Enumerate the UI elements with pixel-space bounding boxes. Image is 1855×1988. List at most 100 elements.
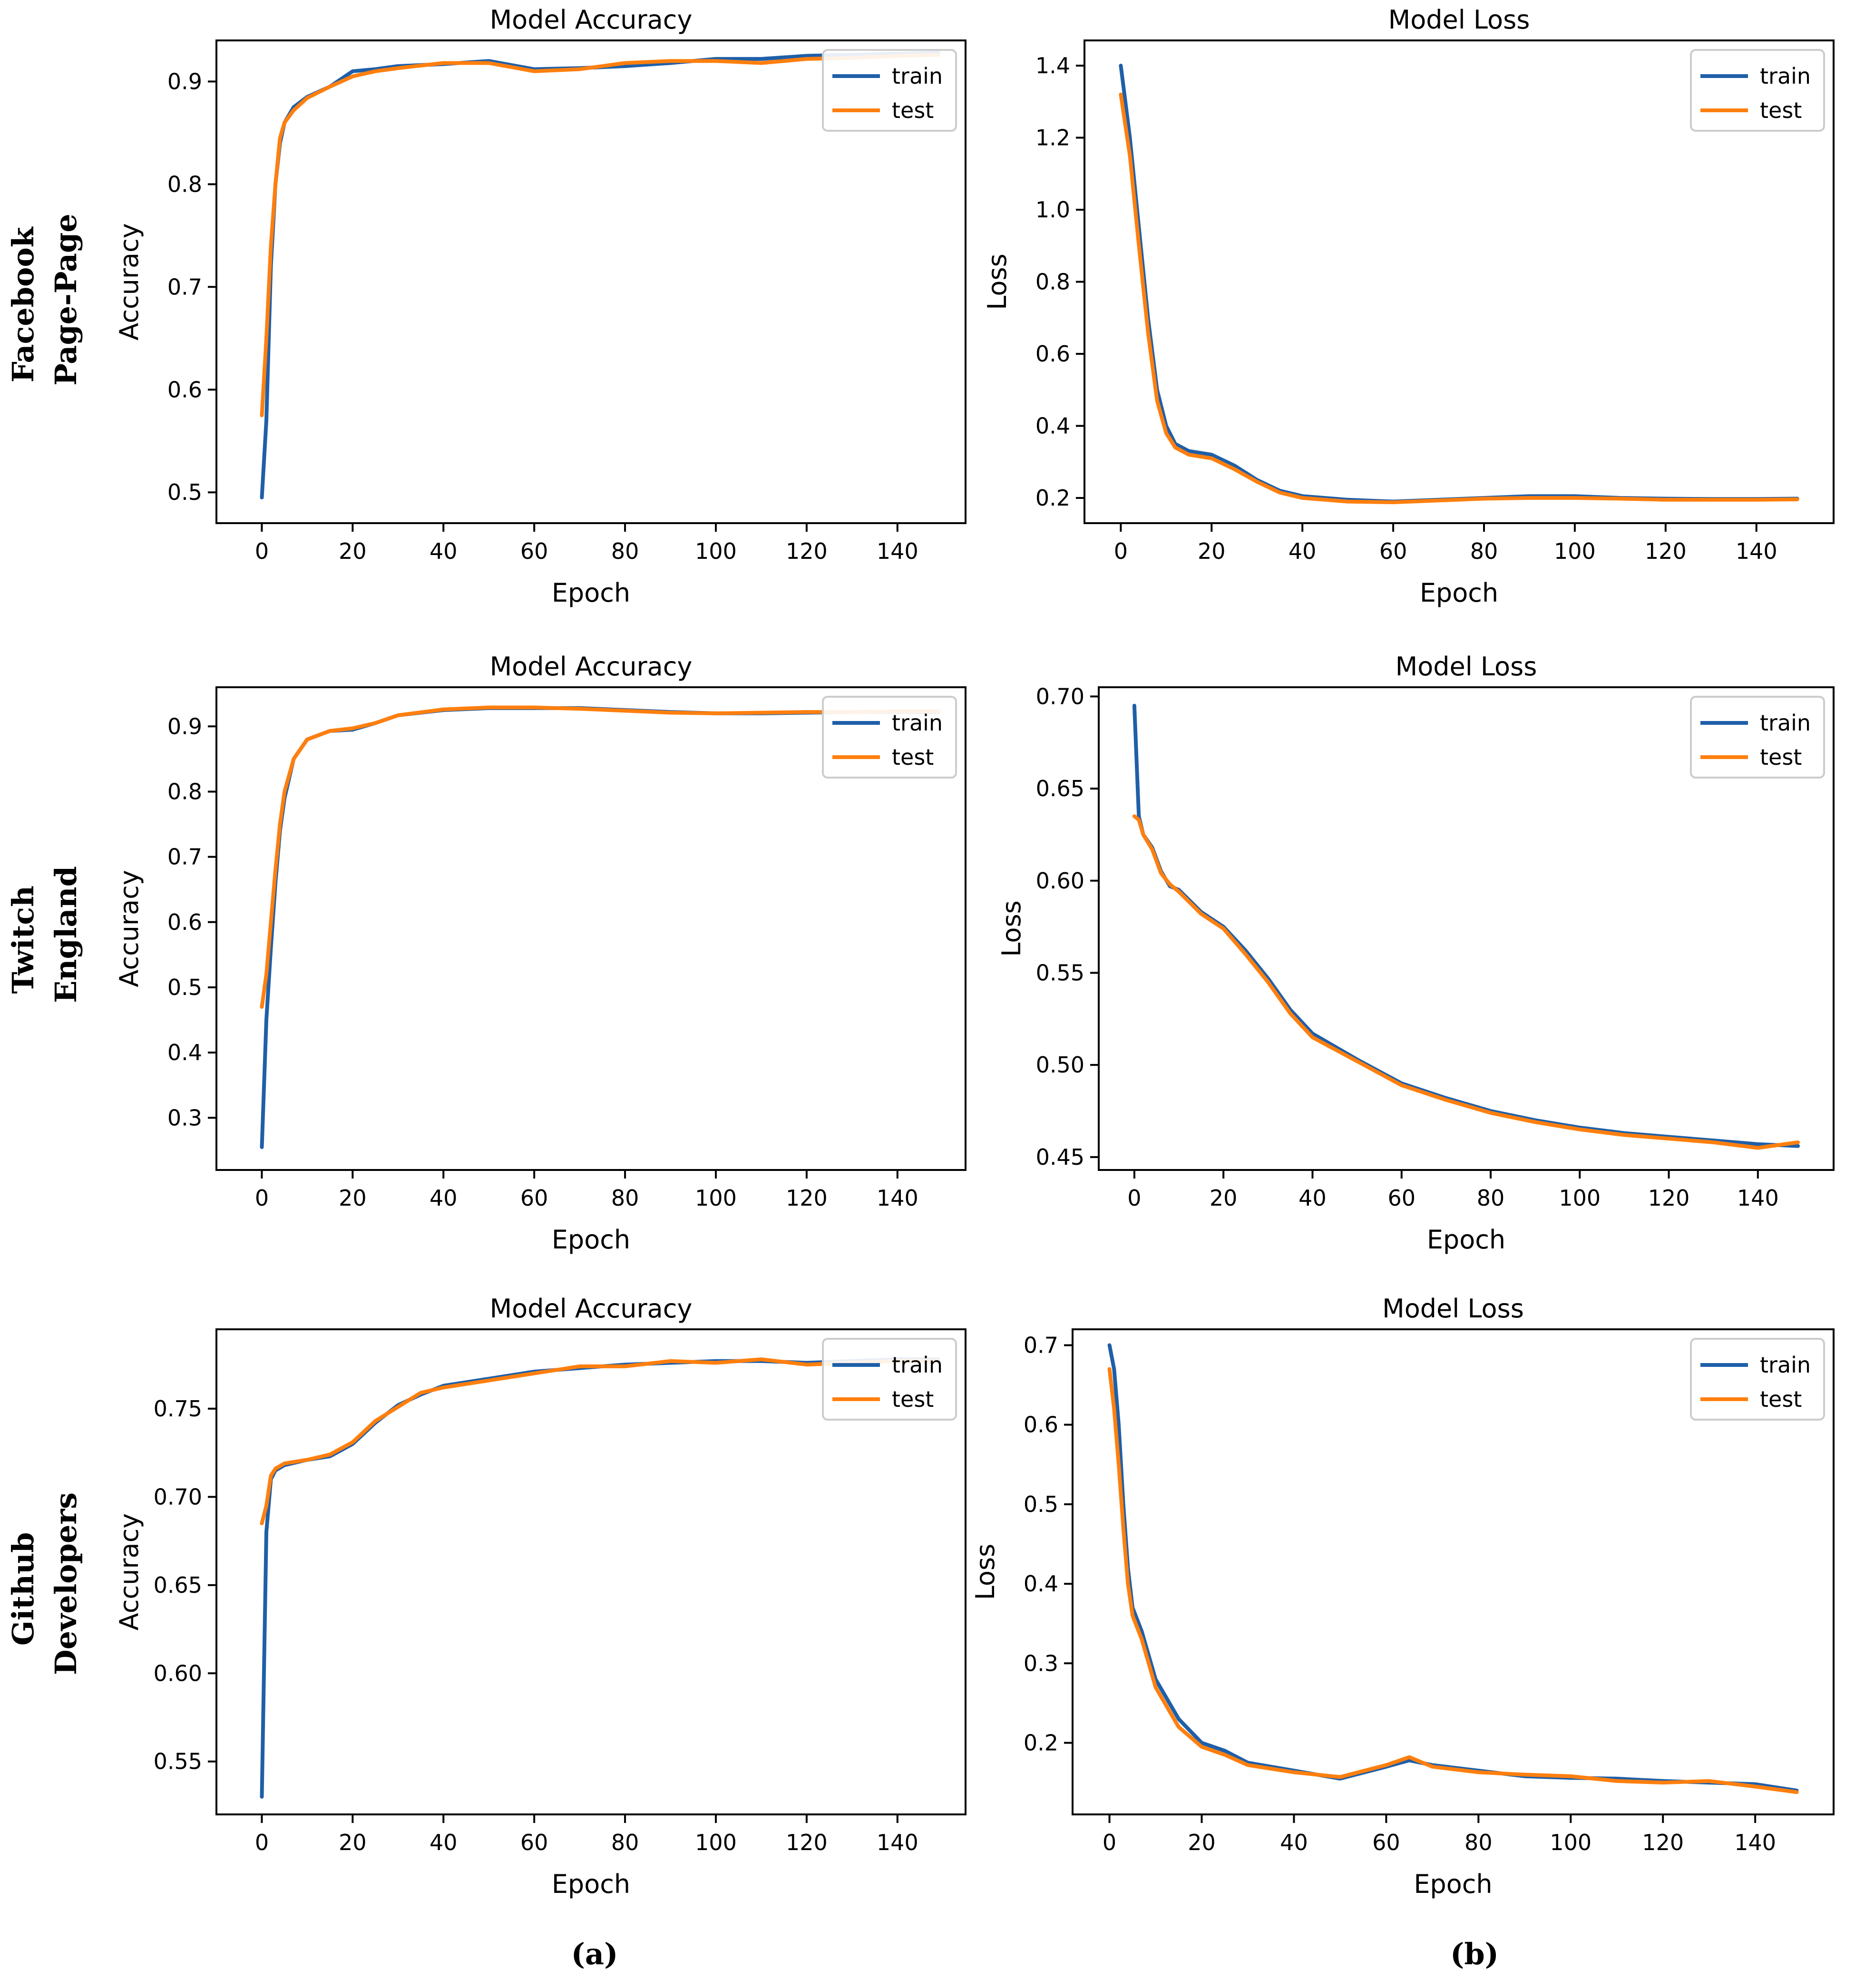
chart-title: Model Loss bbox=[1396, 652, 1537, 682]
y-tick-label: 0.45 bbox=[1036, 1144, 1084, 1170]
x-tick-label: 100 bbox=[695, 1185, 737, 1211]
y-tick-label: 0.60 bbox=[154, 1660, 202, 1686]
x-tick-label: 80 bbox=[611, 538, 639, 564]
x-axis-label: Epoch bbox=[552, 578, 630, 608]
panel-label-a: (a) bbox=[571, 1937, 618, 1971]
x-tick-label: 60 bbox=[1379, 538, 1407, 564]
legend-box bbox=[1690, 1338, 1825, 1421]
y-tick-label: 0.7 bbox=[1024, 1332, 1058, 1358]
y-tick-label: 0.5 bbox=[167, 479, 202, 505]
x-tick-label: 100 bbox=[695, 1830, 737, 1855]
row-label-facebook: Facebook Page-Page bbox=[6, 214, 83, 386]
series-line-test bbox=[260, 705, 940, 1009]
x-axis-label: Epoch bbox=[1420, 578, 1498, 608]
chart-github-loss: Model Loss 0 20 40 60 80 100 120 140 Epoch 0.2 0.3 0… bbox=[970, 1294, 1835, 1899]
x-tick-label: 80 bbox=[1470, 538, 1498, 564]
legend-label-train: train bbox=[1760, 1352, 1811, 1378]
x-tick-label: 0 bbox=[1114, 538, 1128, 564]
legend-box bbox=[822, 49, 957, 132]
x-tick-label: 140 bbox=[1737, 1185, 1779, 1211]
legend-label-train: train bbox=[1760, 63, 1811, 89]
x-tick-label: 0 bbox=[1103, 1830, 1116, 1855]
x-tick-label: 20 bbox=[339, 538, 367, 564]
legend-box bbox=[1690, 696, 1825, 779]
chart-title: Model Accuracy bbox=[490, 1294, 693, 1324]
y-tick-label: 0.70 bbox=[1036, 683, 1084, 709]
x-tick-label: 120 bbox=[1648, 1185, 1690, 1211]
x-tick-label: 120 bbox=[1642, 1830, 1684, 1855]
y-tick-label: 0.2 bbox=[1024, 1730, 1058, 1756]
y-tick-label: 0.4 bbox=[1024, 1571, 1058, 1597]
y-tick-label: 0.65 bbox=[1036, 776, 1084, 801]
x-tick-label: 60 bbox=[520, 1185, 548, 1211]
y-axis-label: Accuracy bbox=[114, 870, 144, 987]
y-tick-label: 0.3 bbox=[167, 1105, 202, 1130]
x-tick-label: 80 bbox=[611, 1830, 639, 1855]
chart-twitch-accuracy: Model Accuracy 0 20 40 60 80 100 120 140 Epoch 0.3… bbox=[114, 652, 967, 1255]
y-tick-label: 0.6 bbox=[1035, 341, 1070, 367]
legend-label-train: train bbox=[892, 63, 943, 89]
x-tick-label: 40 bbox=[1289, 538, 1317, 564]
x-tick-label: 0 bbox=[255, 1185, 269, 1211]
series-line-test bbox=[1132, 814, 1800, 1150]
y-tick-label: 0.5 bbox=[1024, 1491, 1058, 1517]
y-axis-label: Loss bbox=[982, 253, 1012, 310]
x-tick-label: 120 bbox=[786, 1185, 828, 1211]
y-tick-label: 0.8 bbox=[1035, 269, 1070, 295]
x-axis-label: Epoch bbox=[1427, 1225, 1505, 1255]
panel-label-b: (b) bbox=[1450, 1937, 1499, 1971]
x-tick-label: 120 bbox=[786, 1830, 828, 1855]
chart-title: Model Loss bbox=[1388, 5, 1530, 35]
y-tick-label: 0.50 bbox=[1036, 1052, 1084, 1078]
y-tick-label: 0.9 bbox=[167, 68, 202, 94]
legend-box bbox=[822, 696, 957, 779]
x-tick-label: 140 bbox=[877, 1830, 918, 1855]
chart-github-accuracy: Model Accuracy 0 20 40 60 80 100 120 140 Epoch 0.5… bbox=[114, 1294, 967, 1899]
x-tick-label: 20 bbox=[1198, 538, 1226, 564]
series-line-test bbox=[260, 1357, 940, 1525]
x-tick-label: 40 bbox=[430, 1830, 458, 1855]
legend-label-train: train bbox=[1760, 710, 1811, 736]
x-tick-label: 60 bbox=[1387, 1185, 1416, 1211]
y-tick-label: 1.2 bbox=[1035, 125, 1070, 151]
x-tick-label: 20 bbox=[1188, 1830, 1216, 1855]
y-axis-label: Loss bbox=[970, 1544, 1000, 1600]
y-tick-label: 0.8 bbox=[167, 171, 202, 197]
x-tick-label: 40 bbox=[430, 538, 458, 564]
y-axis-label: Loss bbox=[996, 900, 1026, 956]
series-line-test bbox=[260, 53, 940, 418]
x-tick-label: 20 bbox=[1210, 1185, 1238, 1211]
y-tick-label: 0.7 bbox=[167, 844, 202, 870]
y-tick-label: 0.60 bbox=[1036, 868, 1084, 894]
y-tick-label: 0.7 bbox=[167, 274, 202, 300]
x-tick-label: 0 bbox=[1127, 1185, 1141, 1211]
x-tick-label: 60 bbox=[520, 538, 548, 564]
x-tick-label: 120 bbox=[1645, 538, 1687, 564]
x-tick-label: 40 bbox=[1280, 1830, 1308, 1855]
x-tick-label: 20 bbox=[339, 1830, 367, 1855]
legend-label-test: test bbox=[892, 744, 934, 770]
y-tick-label: 0.4 bbox=[167, 1040, 202, 1065]
y-tick-label: 0.6 bbox=[167, 377, 202, 402]
x-tick-label: 40 bbox=[430, 1185, 458, 1211]
chart-title: Model Loss bbox=[1382, 1294, 1524, 1324]
x-tick-label: 60 bbox=[1372, 1830, 1400, 1855]
legend-box bbox=[1690, 49, 1825, 132]
series-line-test bbox=[1107, 1367, 1799, 1794]
x-tick-label: 60 bbox=[520, 1830, 548, 1855]
y-tick-label: 1.4 bbox=[1035, 53, 1070, 78]
chart-title: Model Accuracy bbox=[490, 652, 693, 682]
legend-label-train: train bbox=[892, 1352, 943, 1378]
y-tick-label: 0.6 bbox=[1024, 1412, 1058, 1438]
legend-label-test: test bbox=[1760, 1386, 1802, 1412]
x-tick-label: 120 bbox=[786, 538, 828, 564]
legend-label-test: test bbox=[1760, 97, 1802, 123]
y-tick-label: 0.55 bbox=[154, 1749, 202, 1774]
legend-label-test: test bbox=[892, 1386, 934, 1412]
legend-label-test: test bbox=[1760, 744, 1802, 770]
legend-box bbox=[822, 1338, 957, 1421]
x-tick-label: 20 bbox=[339, 1185, 367, 1211]
x-tick-label: 40 bbox=[1298, 1185, 1327, 1211]
x-tick-label: 140 bbox=[1736, 538, 1777, 564]
